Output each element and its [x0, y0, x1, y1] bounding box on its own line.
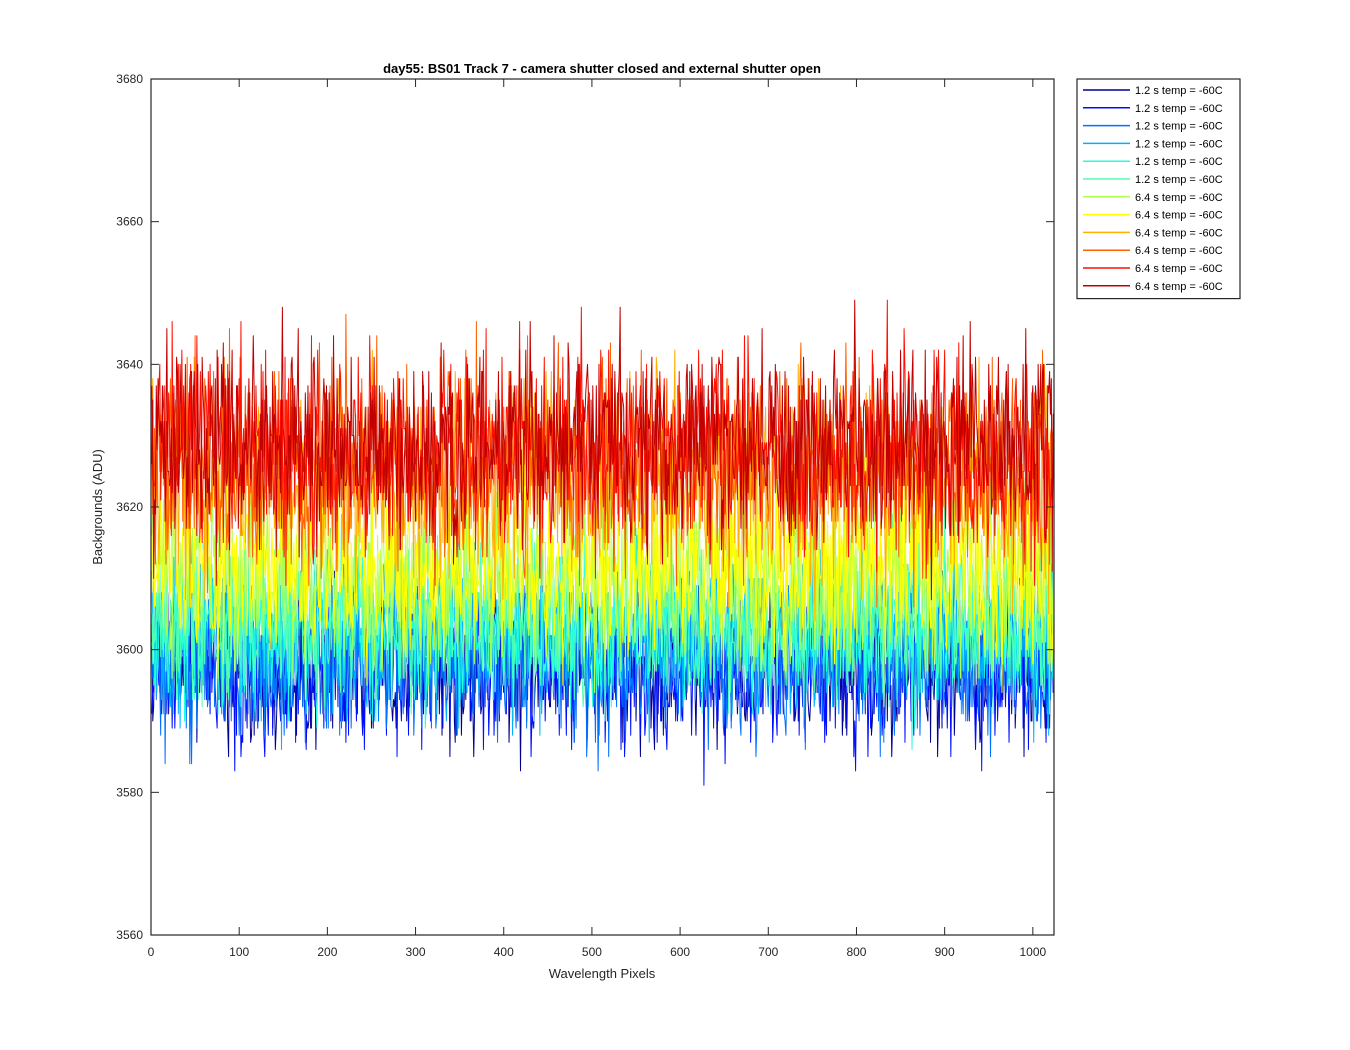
y-tick-label: 3620 [116, 500, 143, 514]
x-tick-label: 0 [148, 945, 155, 959]
legend-entry-label: 6.4 s temp = -60C [1135, 245, 1223, 257]
legend-entry-label: 1.2 s temp = -60C [1135, 103, 1223, 115]
x-tick-label: 400 [494, 945, 514, 959]
x-tick-label: 700 [758, 945, 778, 959]
y-tick-label: 3680 [116, 72, 143, 86]
y-axis: 3560 3580 3600 3620 3640 3660 3680 [116, 72, 1054, 942]
x-tick-label: 800 [846, 945, 866, 959]
y-tick-label: 3580 [116, 785, 143, 799]
x-tick-label: 600 [670, 945, 690, 959]
legend-entry-label: 1.2 s temp = -60C [1135, 138, 1223, 150]
legend-entry-label: 6.4 s temp = -60C [1135, 227, 1223, 239]
y-axis-label: Backgrounds (ADU) [90, 449, 105, 565]
legend-entry-label: 1.2 s temp = -60C [1135, 156, 1223, 168]
legend-entry-label: 6.4 s temp = -60C [1135, 192, 1223, 204]
x-tick-label: 200 [317, 945, 337, 959]
series-group [151, 299, 1054, 786]
y-tick-label: 3640 [116, 357, 143, 371]
legend-entry-label: 6.4 s temp = -60C [1135, 263, 1223, 275]
x-tick-label: 300 [406, 945, 426, 959]
x-tick-label: 1000 [1019, 945, 1046, 959]
legend-box [1076, 78, 1241, 300]
legend-entry-label: 1.2 s temp = -60C [1135, 85, 1223, 97]
x-tick-label: 900 [935, 945, 955, 959]
x-axis: 0 100 200 300 400 500 600 700 800 900 1000 [148, 79, 1047, 959]
series-line-12 [151, 299, 1054, 601]
chart-title: day55: BS01 Track 7 - camera shutter clo… [383, 61, 821, 76]
y-tick-label: 3600 [116, 643, 143, 657]
y-tick-label: 3660 [116, 215, 143, 229]
legend-entry-label: 6.4 s temp = -60C [1135, 210, 1223, 222]
legend-entry-label: 1.2 s temp = -60C [1135, 121, 1223, 133]
legend-entry-label: 1.2 s temp = -60C [1135, 174, 1223, 186]
x-axis-label: Wavelength Pixels [549, 966, 656, 981]
legend: 1.2 s temp = -60C 1.2 s temp = -60C 1.2 s … [1076, 78, 1241, 300]
x-tick-label: 500 [582, 945, 602, 959]
x-tick-label: 100 [229, 945, 249, 959]
y-tick-label: 3560 [116, 928, 143, 942]
legend-entry-label: 6.4 s temp = -60C [1135, 281, 1223, 293]
